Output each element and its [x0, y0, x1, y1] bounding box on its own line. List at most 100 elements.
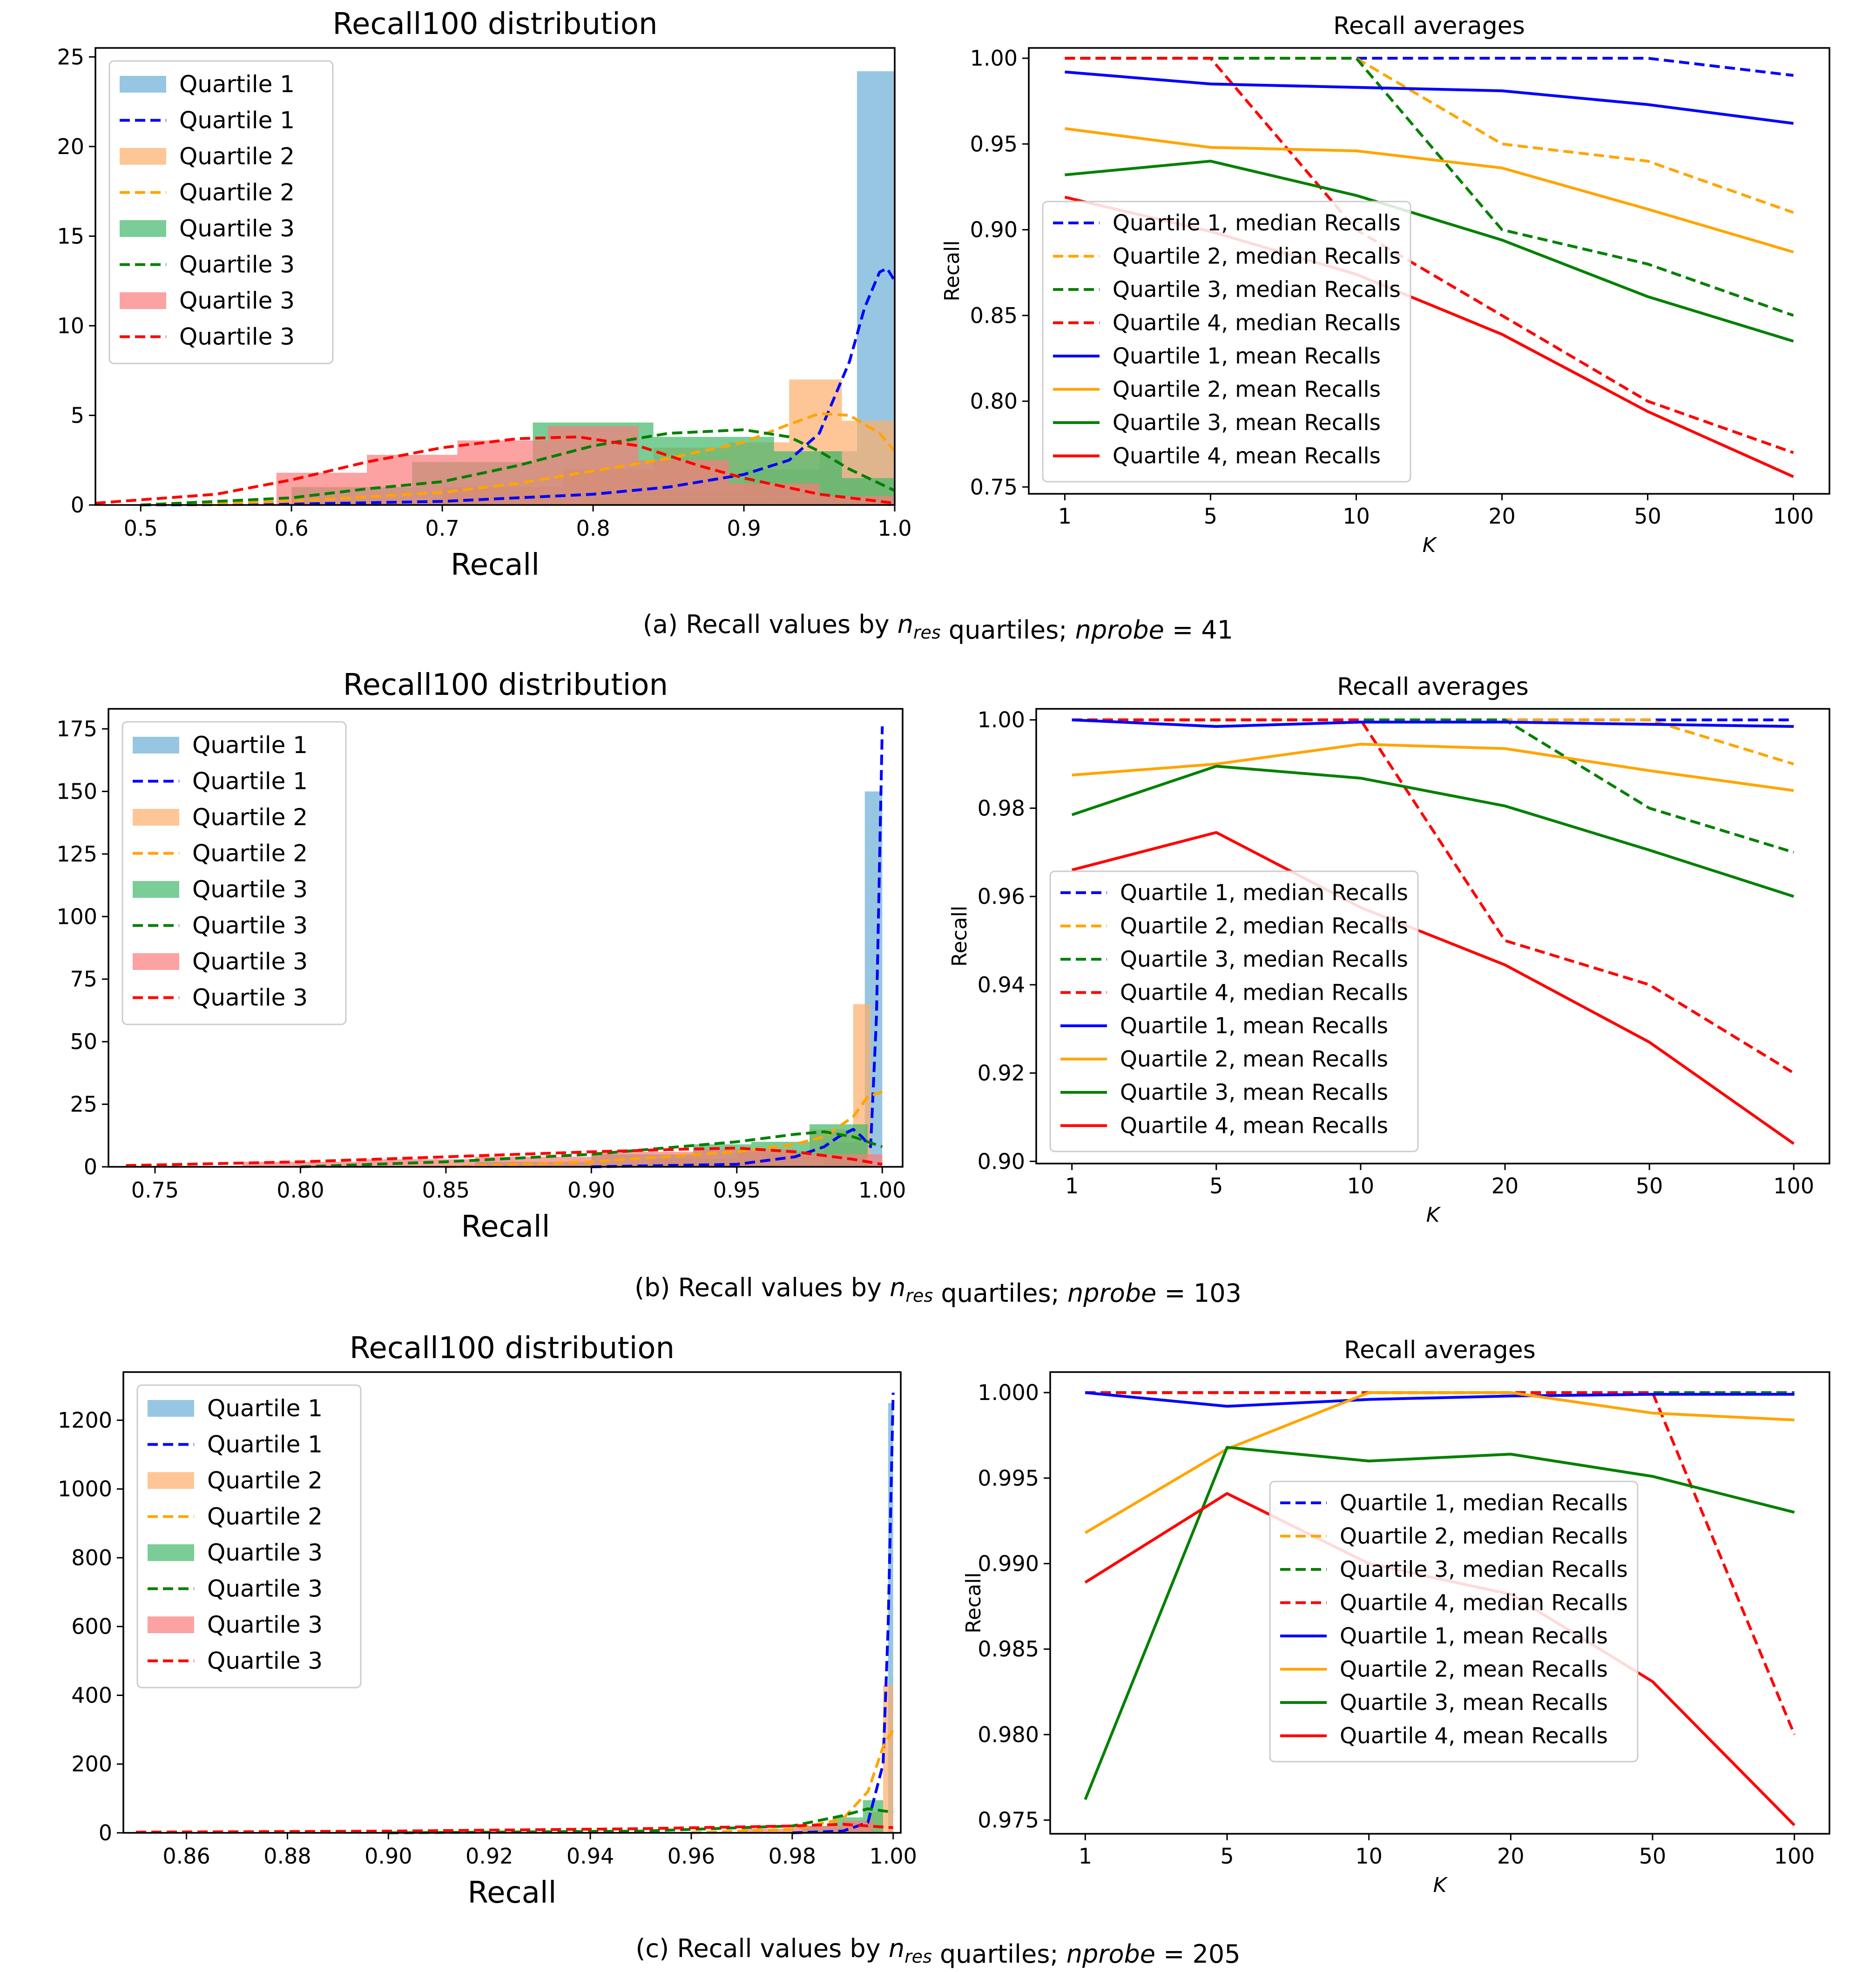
density-curve — [445, 1090, 883, 1168]
legend-label: Quartile 1 — [179, 71, 295, 98]
axes-frame — [1035, 708, 1830, 1164]
y-tick-label: 0 — [71, 492, 84, 518]
density-curve — [126, 1146, 883, 1167]
median-recall-line — [1072, 718, 1795, 1075]
y-tick-label: 1.000 — [978, 1380, 1039, 1405]
x-tick-label: 5 — [1220, 1844, 1234, 1869]
y-tick-label: 0.995 — [978, 1466, 1039, 1491]
chart-b-recall-averages: Recall averages 1 5 10 20 50 100 0.90 0.92 0.94 0.… — [948, 673, 1830, 1227]
caption-part: (b) Recall values by — [634, 1273, 890, 1302]
x-axis-label: Recall — [461, 1210, 550, 1244]
x-tick-label: 0.6 — [275, 516, 309, 541]
legend-label: Quartile 2 — [207, 1467, 323, 1494]
caption-part: = 103 — [1156, 1279, 1242, 1308]
legend-label: Quartile 4, median Recalls — [1340, 1590, 1628, 1616]
y-tick-label: 0.975 — [978, 1808, 1039, 1833]
y-tick-label: 0.75 — [970, 474, 1018, 499]
legend-swatch — [148, 1472, 194, 1489]
caption-part: nprobe — [1066, 1939, 1155, 1969]
histogram-bar — [883, 1685, 893, 1833]
caption-text: (a) Recall values by nres quartiles; npr… — [643, 610, 1233, 645]
chart-b-histogram: Recall100 distribution 0.75 0.80 0.85 0.90 0.… — [56, 668, 906, 1244]
legend-label: Quartile 1, median Recalls — [1340, 1490, 1628, 1516]
legend-box — [121, 721, 347, 1025]
legend-label: Quartile 3, mean Recalls — [1340, 1690, 1608, 1716]
y-tick-label: 0.96 — [978, 884, 1025, 909]
y-tick-label: 100 — [56, 904, 97, 929]
x-tick-label: 100 — [1773, 1173, 1814, 1198]
x-tick-label: 0.98 — [769, 1844, 816, 1869]
legend-box — [108, 60, 334, 364]
chart-title: Recall100 distribution — [343, 668, 668, 702]
y-tick-label: 0.90 — [970, 217, 1018, 242]
legend-label: Quartile 3 — [192, 984, 308, 1011]
legend-swatch — [133, 809, 179, 826]
legend-swatch — [120, 292, 166, 309]
legend-label: Quartile 4, mean Recalls — [1113, 444, 1381, 469]
y-tick-label: 50 — [70, 1029, 97, 1054]
y-tick-label: 5 — [71, 403, 84, 428]
y-tick-label: 0.94 — [978, 972, 1025, 997]
mean-recall-line — [1065, 70, 1794, 125]
legend-label: Quartile 3 — [207, 1611, 323, 1638]
legend-label: Quartile 3 — [179, 323, 295, 350]
caption-a: (a) Recall values by nres quartiles; npr… — [643, 610, 1233, 645]
caption-subscript: res — [913, 622, 941, 643]
legend-label: Quartile 1 — [207, 1431, 323, 1458]
legend-label: Quartile 3 — [179, 251, 295, 278]
axes-frame — [94, 47, 896, 506]
histogram-bar — [888, 1403, 893, 1833]
histogram-bar — [242, 1162, 359, 1167]
y-axis-label: Recall — [962, 1572, 985, 1633]
legend-label: Quartile 2 — [192, 804, 308, 831]
histogram-bar — [276, 472, 367, 505]
y-tick-label: 0 — [84, 1154, 97, 1179]
y-tick-label: 25 — [70, 1092, 97, 1117]
x-tick-label: 100 — [1773, 504, 1814, 529]
x-tick-label: 0.86 — [162, 1844, 210, 1869]
y-tick-label: 0.92 — [978, 1061, 1025, 1086]
chart-a-histogram: Recall100 distribution 0.5 0.6 0.7 0.8 0.9 1.0… — [57, 7, 911, 582]
mean-recall-line — [1072, 742, 1794, 792]
density-curve — [388, 1807, 894, 1834]
caption-c: (c) Recall values by nres quartiles; npr… — [635, 1934, 1240, 1969]
chart-title: Recall averages — [1344, 1336, 1536, 1364]
legend-swatch — [148, 1544, 194, 1561]
x-tick-label: 1.0 — [877, 516, 911, 541]
y-tick-label: 0.95 — [970, 131, 1018, 156]
legend-label: Quartile 1 — [179, 107, 295, 134]
legend-label: Quartile 2 — [179, 179, 295, 206]
x-tick-label: 0.95 — [713, 1178, 761, 1203]
density-curve — [591, 726, 884, 1168]
y-tick-label: 0.990 — [978, 1551, 1039, 1576]
legend-label: Quartile 1, median Recalls — [1113, 210, 1401, 236]
histogram-bar — [742, 1829, 792, 1833]
chart-c-histogram: Recall100 distribution 0.86 0.88 0.90 0.92 0.… — [58, 1331, 917, 1910]
legend-box — [136, 1384, 362, 1689]
median-recall-line — [1065, 57, 1794, 214]
x-tick-label: 0.7 — [425, 516, 459, 541]
legend-label: Quartile 1 — [192, 768, 308, 795]
legend-label: Quartile 1, median Recalls — [1120, 880, 1408, 906]
legend-label: Quartile 2, median Recalls — [1340, 1524, 1628, 1549]
density-curve — [691, 1729, 895, 1834]
x-tick-label: 5 — [1204, 504, 1217, 529]
legend-label: Quartile 3, median Recalls — [1120, 947, 1408, 972]
x-tick-label: 50 — [1634, 504, 1661, 529]
x-tick-label: 20 — [1491, 1173, 1519, 1198]
density-curve — [792, 1393, 895, 1834]
y-tick-label: 25 — [57, 44, 84, 69]
chart-c-recall-averages: Recall averages 1 5 10 20 50 100 0.975 0.980 0.98… — [962, 1336, 1830, 1897]
mean-recall-line — [1065, 127, 1794, 254]
legend-label: Quartile 2 — [179, 143, 295, 170]
caption-part: = 41 — [1164, 615, 1233, 645]
legend-swatch — [133, 881, 179, 898]
legend-swatch — [148, 1616, 194, 1633]
y-tick-label: 0.985 — [978, 1636, 1039, 1662]
median-recall-line — [1072, 718, 1795, 854]
caption-part: (a) Recall values by — [643, 610, 898, 639]
caption-part: n — [890, 1273, 905, 1302]
median-recall-line — [1065, 57, 1794, 454]
y-tick-label: 1200 — [58, 1407, 112, 1433]
